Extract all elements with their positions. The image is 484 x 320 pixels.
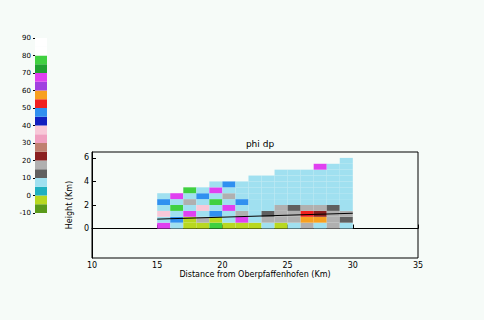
svg-text:25: 25 xyxy=(283,261,293,270)
svg-text:2: 2 xyxy=(84,201,89,210)
svg-text:80: 80 xyxy=(22,52,31,60)
svg-text:20: 20 xyxy=(22,157,31,165)
svg-text:Distance from Oberpfaffenhofen: Distance from Oberpfaffenhofen (Km) xyxy=(179,270,330,279)
svg-text:10: 10 xyxy=(22,174,31,182)
svg-text:phi dp: phi dp xyxy=(246,139,274,149)
svg-text:Height (Km): Height (Km) xyxy=(65,181,74,229)
svg-text:0: 0 xyxy=(84,224,89,233)
svg-text:20: 20 xyxy=(217,261,227,270)
svg-text:70: 70 xyxy=(22,69,31,77)
svg-text:50: 50 xyxy=(22,104,31,112)
svg-text:0: 0 xyxy=(27,192,31,200)
svg-text:30: 30 xyxy=(22,139,31,147)
svg-text:10: 10 xyxy=(87,261,97,270)
svg-text:60: 60 xyxy=(22,87,31,95)
svg-text:4: 4 xyxy=(84,177,89,186)
svg-text:30: 30 xyxy=(348,261,358,270)
svg-text:35: 35 xyxy=(413,261,423,270)
svg-text:6: 6 xyxy=(84,153,89,162)
svg-text:90: 90 xyxy=(22,34,31,42)
svg-text:15: 15 xyxy=(152,261,162,270)
svg-text:40: 40 xyxy=(22,122,31,130)
svg-text:-10: -10 xyxy=(20,209,31,217)
